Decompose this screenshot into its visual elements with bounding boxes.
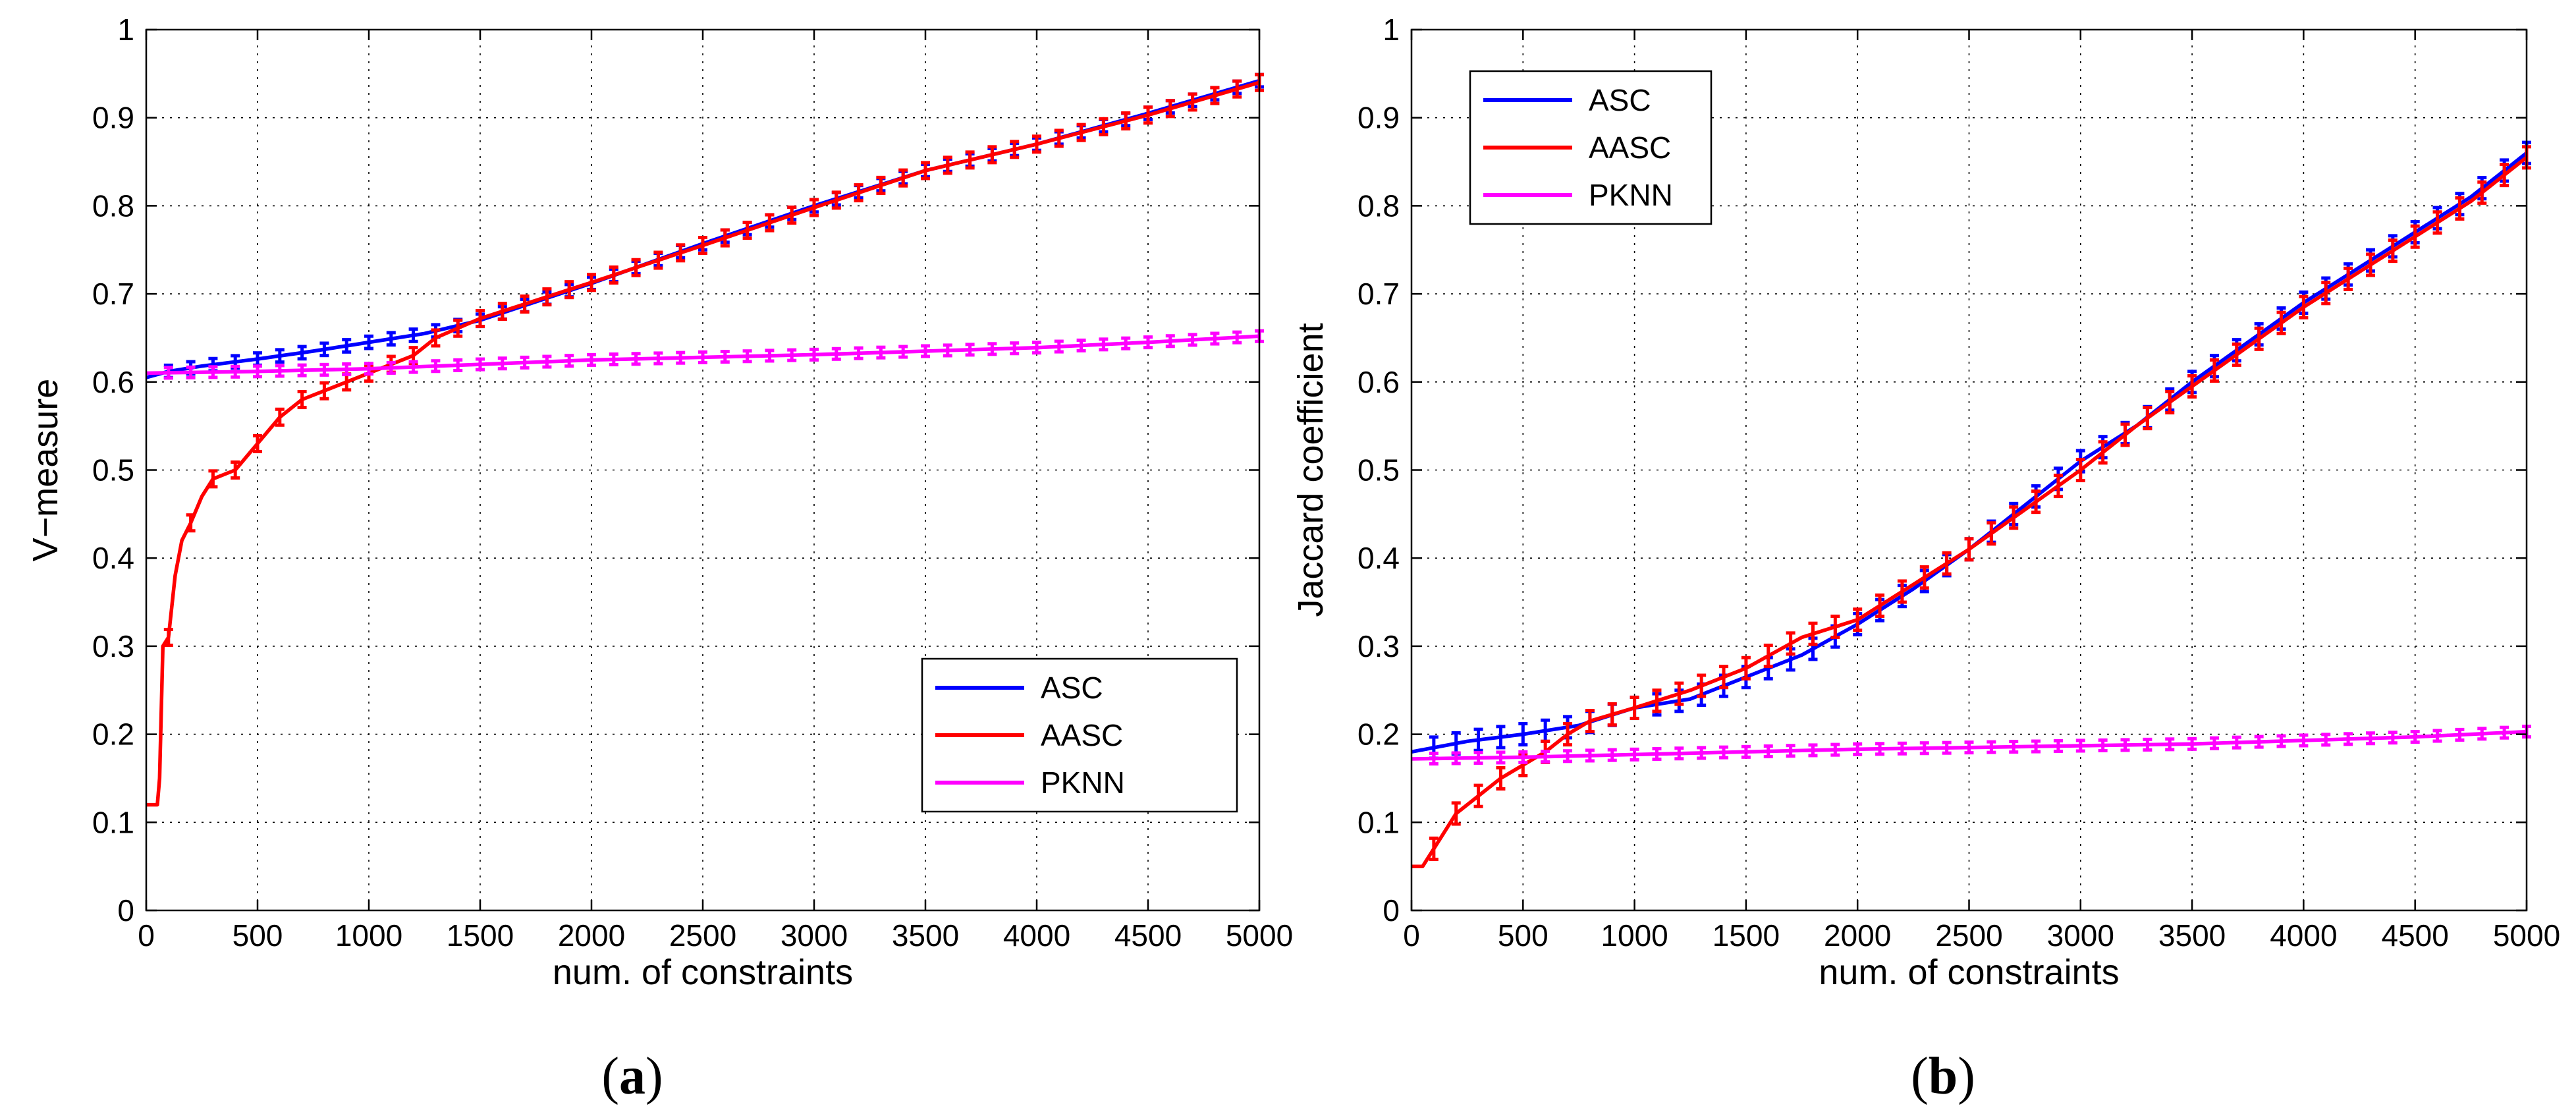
y-tick-label: 0.7 bbox=[1357, 277, 1400, 311]
y-tick-label: 0.4 bbox=[92, 541, 134, 575]
y-tick-label: 0.2 bbox=[92, 717, 134, 752]
x-tick-label: 3000 bbox=[2047, 918, 2114, 953]
legend: ASC AASC PKNN bbox=[1469, 70, 1713, 225]
y-tick-label: 0.9 bbox=[92, 101, 134, 135]
legend-label-asc: ASC bbox=[1041, 671, 1103, 705]
series-line bbox=[1411, 729, 2527, 761]
panel-label: (a) bbox=[601, 1047, 663, 1105]
x-tick-label: 1000 bbox=[1601, 918, 1668, 953]
x-tick-label: 2500 bbox=[669, 918, 736, 953]
x-tick-label: 3500 bbox=[892, 918, 959, 953]
x-tick-label: 1000 bbox=[335, 918, 402, 953]
y-axis-label: Jaccard coefficient bbox=[1291, 323, 1330, 617]
y-tick-label: 0.5 bbox=[92, 453, 134, 487]
series-pknn bbox=[146, 329, 1264, 380]
x-tick-label: 500 bbox=[233, 918, 283, 953]
legend-label-aasc: AASC bbox=[1041, 718, 1123, 752]
y-tick-label: 0.6 bbox=[1357, 365, 1400, 399]
y-tick-label: 0.4 bbox=[1357, 541, 1400, 575]
panel-label: (b) bbox=[1911, 1047, 1975, 1105]
x-axis-label: num. of constraints bbox=[1819, 953, 2119, 992]
y-tick-label: 1 bbox=[117, 13, 134, 47]
chart-panel-b: 0 500 1000 1500 2000 2500 3000 3500 4000 4500 5000… bbox=[1291, 13, 2560, 1105]
x-tick-label: 1500 bbox=[1713, 918, 1780, 953]
x-tick-label: 4000 bbox=[2270, 918, 2337, 953]
y-tick-label: 0.7 bbox=[92, 277, 134, 311]
x-tick-label: 3500 bbox=[2158, 918, 2226, 953]
x-tick-label: 5000 bbox=[2493, 918, 2560, 953]
x-tick-label: 0 bbox=[1403, 918, 1420, 953]
x-tick-label: 2000 bbox=[558, 918, 625, 953]
y-tick-label: 0.3 bbox=[92, 629, 134, 663]
x-tick-label: 0 bbox=[138, 918, 155, 953]
legend-label-pknn: PKNN bbox=[1589, 178, 1673, 212]
panel-label-letter: a bbox=[619, 1047, 645, 1105]
x-tick-label: 3000 bbox=[781, 918, 848, 953]
series-line bbox=[1411, 155, 2528, 868]
legend-label-pknn: PKNN bbox=[1041, 765, 1125, 800]
y-tick-label: 0 bbox=[117, 893, 134, 928]
series-aasc bbox=[1411, 145, 2531, 868]
y-tick-label: 0.8 bbox=[1357, 188, 1400, 223]
y-tick-label: 0.3 bbox=[1357, 629, 1400, 663]
x-tick-label: 5000 bbox=[1226, 918, 1293, 953]
y-tick-label: 0.6 bbox=[92, 365, 134, 399]
y-tick-label: 0.9 bbox=[1357, 101, 1400, 135]
panel-label-letter: b bbox=[1929, 1047, 1958, 1105]
x-tick-label: 4000 bbox=[1003, 918, 1070, 953]
y-tick-label: 0.5 bbox=[1357, 453, 1400, 487]
series-aasc bbox=[146, 72, 1264, 807]
series-line bbox=[146, 334, 1260, 375]
y-tick-label: 0.1 bbox=[92, 805, 134, 839]
legend: ASC AASC PKNN bbox=[921, 657, 1238, 813]
legend-label-aasc: AASC bbox=[1589, 130, 1671, 165]
x-tick-label: 1500 bbox=[447, 918, 514, 953]
y-tick-label: 0.1 bbox=[1357, 805, 1400, 839]
x-tick-label: 2000 bbox=[1824, 918, 1891, 953]
x-tick-label: 4500 bbox=[1114, 918, 1182, 953]
x-tick-label: 2500 bbox=[1935, 918, 2002, 953]
y-tick-label: 0.8 bbox=[92, 188, 134, 223]
legend-label-asc: ASC bbox=[1589, 83, 1651, 117]
y-axis-label: V−measure bbox=[26, 379, 65, 562]
y-tick-label: 1 bbox=[1383, 13, 1400, 47]
series-line bbox=[146, 80, 1260, 807]
x-tick-label: 4500 bbox=[2382, 918, 2449, 953]
x-axis-label: num. of constraints bbox=[553, 953, 853, 992]
x-tick-label: 500 bbox=[1498, 918, 1548, 953]
chart-panel-a: 0 500 1000 1500 2000 2500 3000 3500 4000 4500 5000… bbox=[26, 13, 1293, 1105]
y-tick-label: 0.2 bbox=[1357, 717, 1400, 752]
y-tick-label: 0 bbox=[1383, 893, 1400, 928]
